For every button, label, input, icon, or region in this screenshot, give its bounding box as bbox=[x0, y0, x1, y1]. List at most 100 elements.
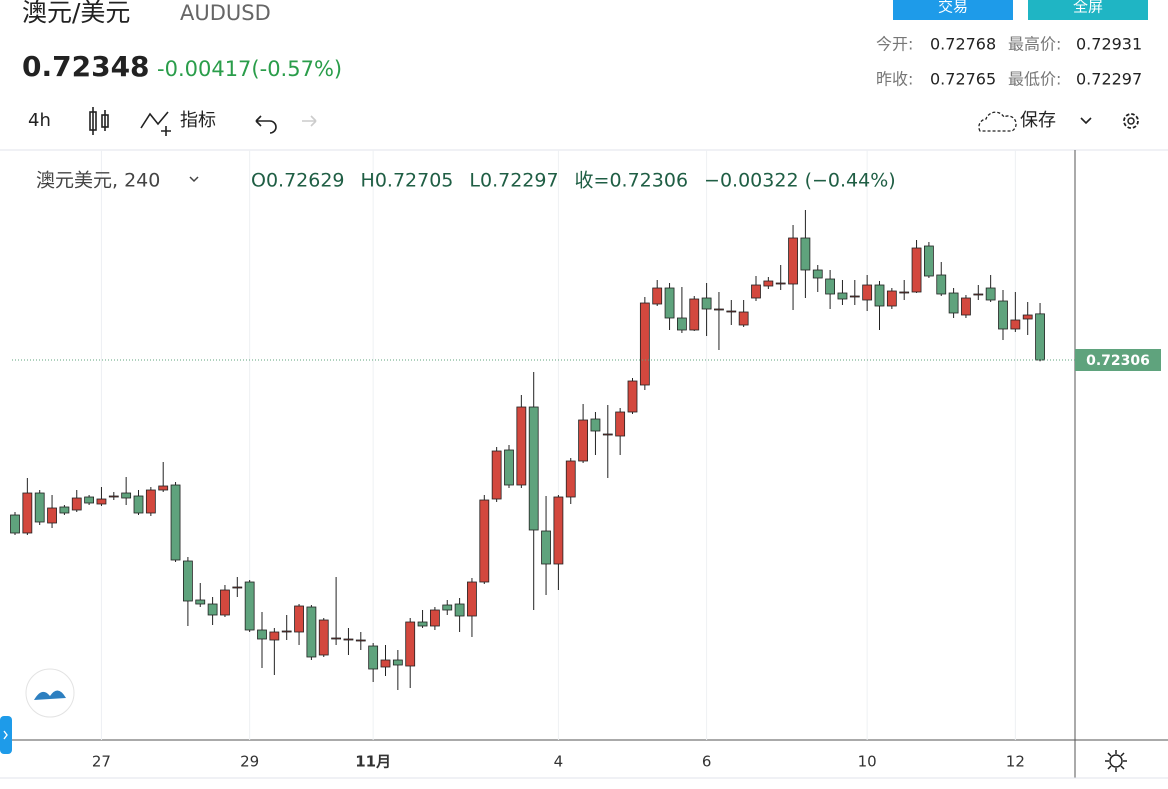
candle-body bbox=[849, 295, 860, 298]
trade-label[interactable]: 交易 bbox=[938, 0, 968, 16]
candle-body bbox=[1010, 319, 1021, 330]
x-tick-label: 6 bbox=[702, 753, 712, 771]
candles bbox=[10, 210, 1045, 690]
interval[interactable]: 4h bbox=[28, 110, 51, 131]
candle-body bbox=[948, 292, 959, 314]
candle-body bbox=[244, 581, 255, 631]
indicator-plus[interactable] bbox=[161, 126, 171, 136]
candle-body bbox=[454, 603, 465, 617]
fullscreen-label[interactable]: 全屏 bbox=[1073, 0, 1103, 16]
candle-body bbox=[627, 380, 638, 413]
x-tick-label: 12 bbox=[1006, 753, 1025, 771]
x-tick-label: 4 bbox=[554, 753, 564, 771]
stat-label: 昨收: bbox=[876, 70, 913, 89]
candle-body bbox=[775, 282, 786, 285]
indicators[interactable]: 指标 bbox=[180, 110, 216, 131]
candle-body bbox=[639, 302, 650, 386]
redo[interactable] bbox=[302, 115, 317, 127]
candle-body bbox=[442, 604, 453, 611]
legend-values: O0.72629 H0.72705 L0.72297 收=0.72306 −0.0032… bbox=[251, 170, 896, 192]
candle-body bbox=[108, 495, 119, 498]
candle-body bbox=[985, 287, 996, 301]
undo[interactable] bbox=[255, 115, 277, 134]
candle-body bbox=[10, 514, 20, 534]
save[interactable]: 保存 bbox=[1020, 110, 1056, 131]
logo-badge[interactable] bbox=[25, 668, 75, 718]
candle-icon[interactable] bbox=[89, 107, 109, 135]
candle-body bbox=[380, 659, 391, 668]
candle-body bbox=[899, 291, 910, 294]
candle-body bbox=[405, 621, 416, 667]
axis-settings[interactable] bbox=[1109, 754, 1123, 768]
candle-body bbox=[714, 308, 724, 311]
axis-settings-rays bbox=[1105, 750, 1127, 772]
x-tick-label: 10 bbox=[858, 753, 877, 771]
candle-body bbox=[355, 639, 366, 642]
candle-body bbox=[145, 489, 156, 514]
stat-value: 0.72768 bbox=[930, 35, 996, 54]
candle-body bbox=[343, 638, 354, 641]
candle-body bbox=[158, 485, 169, 491]
candle-body bbox=[689, 298, 700, 331]
stat-label: 最高价: bbox=[1008, 35, 1061, 54]
fullscreen-button[interactable] bbox=[1028, 0, 1148, 20]
last-price-badge bbox=[1075, 349, 1161, 371]
stat-label: 最低价: bbox=[1008, 70, 1061, 89]
indicator-icon[interactable] bbox=[140, 111, 169, 129]
candle-body bbox=[701, 297, 712, 310]
candle-body bbox=[615, 411, 626, 437]
stat-label: 今开: bbox=[876, 35, 913, 54]
candle-body bbox=[726, 310, 737, 313]
candle-body bbox=[800, 237, 811, 271]
candle-body bbox=[812, 269, 823, 279]
change: -0.00417(-0.57%) bbox=[157, 57, 342, 81]
candle-body bbox=[220, 589, 230, 616]
cloud-icon[interactable] bbox=[978, 111, 1017, 132]
candle-body bbox=[257, 629, 267, 640]
legend-value: H0.72705 bbox=[361, 170, 454, 192]
stat-value: 0.72765 bbox=[930, 70, 996, 89]
candle-body bbox=[553, 496, 564, 565]
candle-body bbox=[491, 450, 502, 500]
candle-body bbox=[874, 284, 885, 307]
grid bbox=[100, 150, 1016, 740]
candle-body bbox=[1035, 313, 1045, 361]
candle-body bbox=[578, 419, 588, 462]
candle-body bbox=[281, 630, 292, 633]
trade-button[interactable] bbox=[893, 0, 1013, 20]
candle-body bbox=[602, 433, 613, 436]
x-tick-label: 27 bbox=[92, 753, 111, 771]
candle-body bbox=[318, 619, 329, 656]
candle-body bbox=[467, 581, 477, 617]
candle-body bbox=[429, 609, 440, 627]
candle-body bbox=[392, 659, 403, 666]
candle-body bbox=[368, 645, 379, 670]
candle-body bbox=[182, 560, 193, 602]
legend-value: 收=0.72306 bbox=[575, 170, 689, 192]
legend-menu[interactable] bbox=[189, 176, 199, 183]
candle-body bbox=[306, 606, 317, 658]
candle-body bbox=[47, 507, 57, 524]
candle-body bbox=[738, 311, 749, 326]
settings-core bbox=[1127, 117, 1135, 125]
candle-body bbox=[886, 290, 897, 307]
candle-body bbox=[504, 449, 514, 486]
candle-body bbox=[936, 274, 947, 295]
candle-body bbox=[170, 484, 181, 561]
stat-value: 0.72297 bbox=[1076, 70, 1142, 89]
settings[interactable] bbox=[1123, 113, 1139, 129]
side-tab[interactable] bbox=[0, 716, 12, 754]
legend-value: −0.00322 (−0.44%) bbox=[704, 170, 896, 192]
candle-body bbox=[862, 284, 873, 301]
candle-body bbox=[924, 245, 934, 277]
side-tab-arrow bbox=[3, 730, 8, 740]
save-menu[interactable] bbox=[1080, 117, 1092, 125]
candle-body bbox=[652, 287, 663, 305]
candle-body bbox=[1022, 314, 1033, 320]
candle-body bbox=[207, 603, 218, 616]
candle-body bbox=[331, 637, 342, 640]
candle-body bbox=[269, 631, 280, 641]
